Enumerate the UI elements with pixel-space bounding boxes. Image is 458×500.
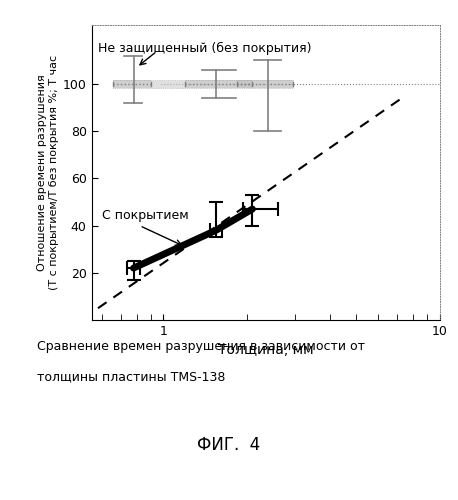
Bar	[185, 80, 252, 87]
Text: С покрытием: С покрытием	[102, 208, 189, 222]
Y-axis label: Отношение времени разрушения
(Т с покрытием/Т без покрытия %; Т час: Отношение времени разрушения (Т с покрыт…	[37, 55, 59, 290]
Bar	[114, 80, 293, 87]
Bar	[237, 80, 293, 87]
Text: толщины пластины TMS-138: толщины пластины TMS-138	[37, 370, 225, 383]
Text: ФИГ.  4: ФИГ. 4	[197, 436, 261, 454]
X-axis label: Толщина, мм: Толщина, мм	[218, 344, 313, 357]
Text: Сравнение времен разрушения в зависимости от: Сравнение времен разрушения в зависимост…	[37, 340, 365, 353]
Text: Не защищенный (без покрытия): Не защищенный (без покрытия)	[98, 42, 311, 54]
Bar	[114, 80, 151, 87]
